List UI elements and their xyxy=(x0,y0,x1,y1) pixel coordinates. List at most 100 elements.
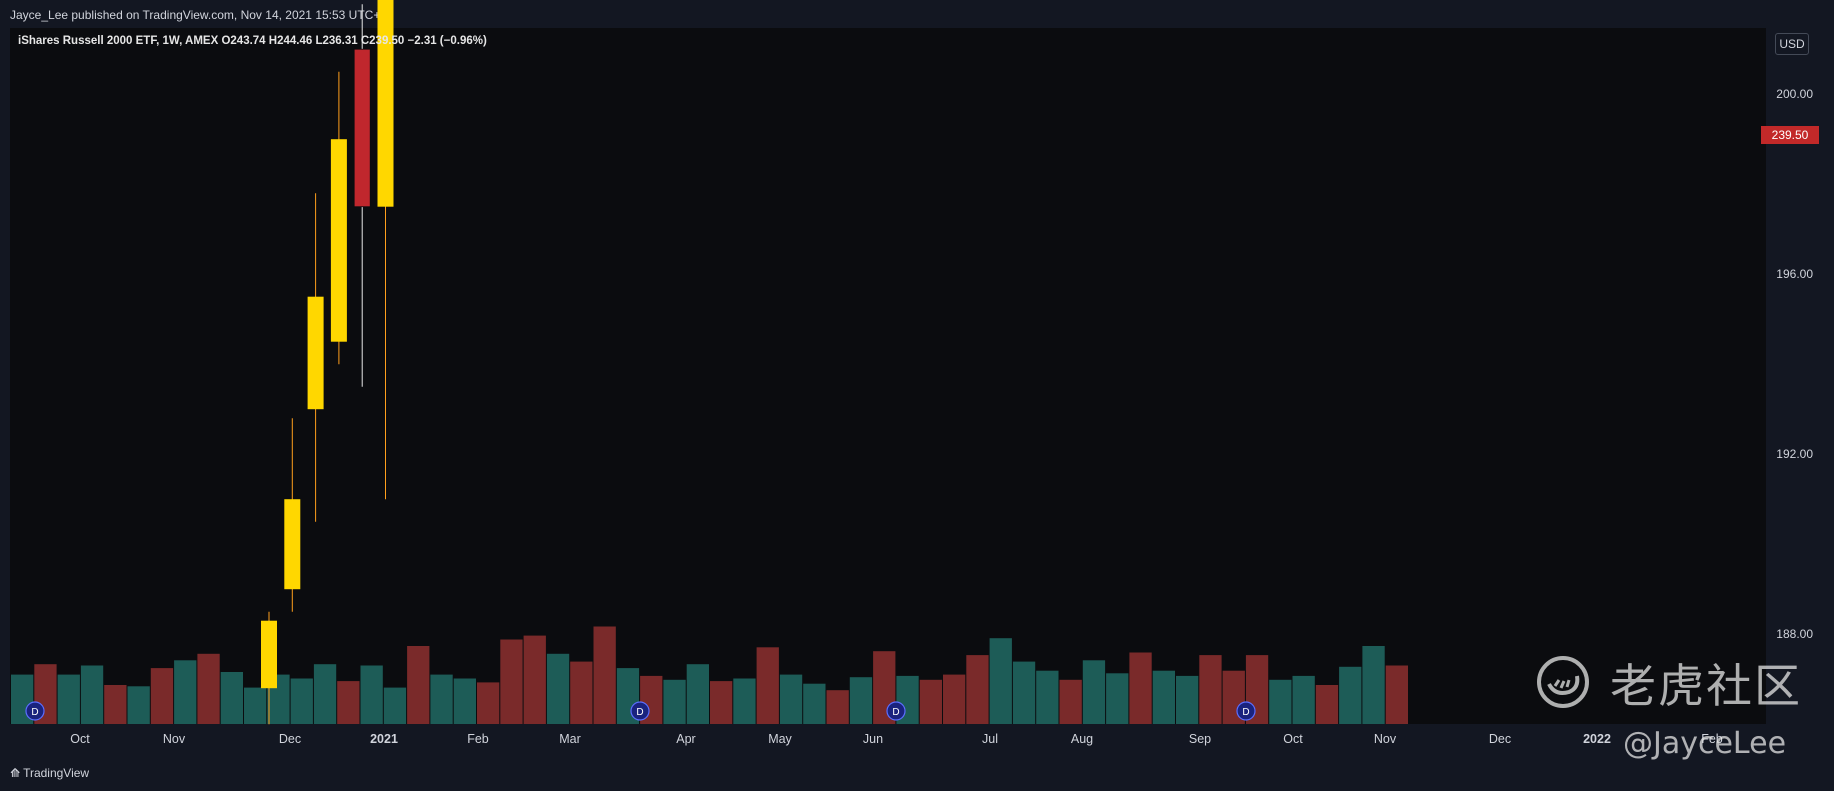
volume-bar xyxy=(1339,666,1362,724)
y-tick-label: 196.00 xyxy=(1776,267,1813,281)
x-tick-label: Jun xyxy=(863,732,883,746)
volume-bar xyxy=(174,660,197,724)
tradingview-logo[interactable]: ⟰ TradingView xyxy=(10,766,89,780)
volume-bar xyxy=(150,668,174,724)
volume-bar xyxy=(733,678,756,724)
currency-button[interactable]: USD xyxy=(1775,33,1809,55)
x-tick-label: Nov xyxy=(163,732,186,746)
y-tick-label: 192.00 xyxy=(1776,447,1813,461)
volume-bar xyxy=(989,638,1012,724)
volume-bar xyxy=(127,686,150,724)
candle-body xyxy=(377,0,394,207)
volume-bar xyxy=(686,664,709,724)
candle-body xyxy=(307,296,324,410)
volume-bar xyxy=(826,690,849,724)
volume-bar xyxy=(1129,652,1152,724)
dividend-marker-label: D xyxy=(892,707,899,718)
volume-bar xyxy=(943,674,966,724)
volume-bar xyxy=(290,678,313,724)
x-tick-label: Mar xyxy=(559,732,581,746)
x-tick-label: May xyxy=(768,732,792,746)
x-tick-label: Jul xyxy=(982,732,998,746)
x-tick-label: Nov xyxy=(1374,732,1397,746)
publish-info: Jayce_Lee published on TradingView.com, … xyxy=(10,8,388,22)
publish-header: Jayce_Lee published on TradingView.com, … xyxy=(0,0,1834,28)
x-tick-label: Feb xyxy=(467,732,489,746)
x-tick-label: Dec xyxy=(279,732,301,746)
volume-bar xyxy=(1385,665,1408,724)
x-tick-label: 2021 xyxy=(370,732,398,746)
volume-bar xyxy=(546,653,570,724)
candle-body xyxy=(353,48,371,208)
x-tick-label: Sep xyxy=(1189,732,1211,746)
volume-bar xyxy=(570,661,593,724)
volume-bar xyxy=(407,646,430,724)
volume-bar xyxy=(756,647,779,724)
volume-bar xyxy=(1176,675,1199,724)
volume-bar xyxy=(1036,670,1059,724)
volume-bar xyxy=(663,679,686,724)
volume-bar xyxy=(500,639,523,724)
volume-bar xyxy=(919,679,942,724)
volume-bar xyxy=(523,635,546,724)
dividend-marker xyxy=(886,701,906,721)
volume-bar xyxy=(849,677,873,724)
watermark-user: @JayceLee xyxy=(1623,726,1787,761)
symbol-legend: iShares Russell 2000 ETF, 1W, AMEX O243.… xyxy=(18,35,487,47)
watermark-brand: 老虎社区 xyxy=(1610,659,1802,713)
y-tick-label: 188.00 xyxy=(1776,627,1813,641)
footer-bar xyxy=(0,752,1834,791)
volume-bar xyxy=(383,687,407,724)
volume-bar xyxy=(453,678,476,724)
volume-bar xyxy=(710,681,733,724)
volume-bar xyxy=(104,685,127,724)
volume-bar xyxy=(313,664,337,724)
x-tick-label: Oct xyxy=(1283,732,1303,746)
dividend-marker xyxy=(25,701,45,721)
x-tick-label: Feb xyxy=(1701,732,1723,746)
volume-bar xyxy=(1362,646,1385,724)
volume-bar xyxy=(1012,661,1036,724)
volume-bar xyxy=(1315,685,1339,724)
volume-bar xyxy=(1269,679,1292,724)
volume-bar xyxy=(1292,675,1315,724)
tiger-logo-icon xyxy=(1537,656,1589,708)
dividend-marker-label: D xyxy=(636,707,643,718)
volume-bar xyxy=(244,687,267,724)
x-tick-label: Aug xyxy=(1071,732,1093,746)
volume-bar xyxy=(337,681,360,724)
volume-bar xyxy=(1082,660,1106,724)
last-price-label: 239.50 xyxy=(1761,126,1819,144)
tv-mark-icon: ⟰ xyxy=(10,766,21,780)
candle-body xyxy=(330,139,347,342)
volume-bar xyxy=(593,626,616,724)
candle-body xyxy=(261,620,277,689)
footer-brand: TradingView xyxy=(23,766,90,780)
volume-bar xyxy=(360,665,383,724)
volume-bar xyxy=(1199,655,1222,724)
y-tick-label: 200.00 xyxy=(1776,87,1813,101)
volume-bar xyxy=(80,665,104,724)
volume-bar xyxy=(1059,679,1082,724)
volume-bar xyxy=(1152,670,1175,724)
volume-bar xyxy=(1106,673,1129,724)
dividend-marker-label: D xyxy=(31,707,38,718)
volume-bar xyxy=(966,655,989,724)
volume-bar xyxy=(477,682,500,724)
volume-bar xyxy=(779,674,803,724)
x-tick-label: Oct xyxy=(70,732,90,746)
volume-bar xyxy=(57,674,80,724)
candle-body xyxy=(284,499,301,590)
dividend-marker-label: D xyxy=(1242,707,1249,718)
x-tick-label: Apr xyxy=(676,732,695,746)
volume-bar xyxy=(430,674,453,724)
x-tick-label: 2022 xyxy=(1583,732,1611,746)
volume-bar xyxy=(803,683,826,724)
x-tick-label: Dec xyxy=(1489,732,1511,746)
dividend-marker xyxy=(630,701,650,721)
volume-bar xyxy=(220,672,243,724)
dividend-marker xyxy=(1236,701,1256,721)
volume-bar xyxy=(197,653,220,724)
chart-area[interactable] xyxy=(10,28,1766,724)
